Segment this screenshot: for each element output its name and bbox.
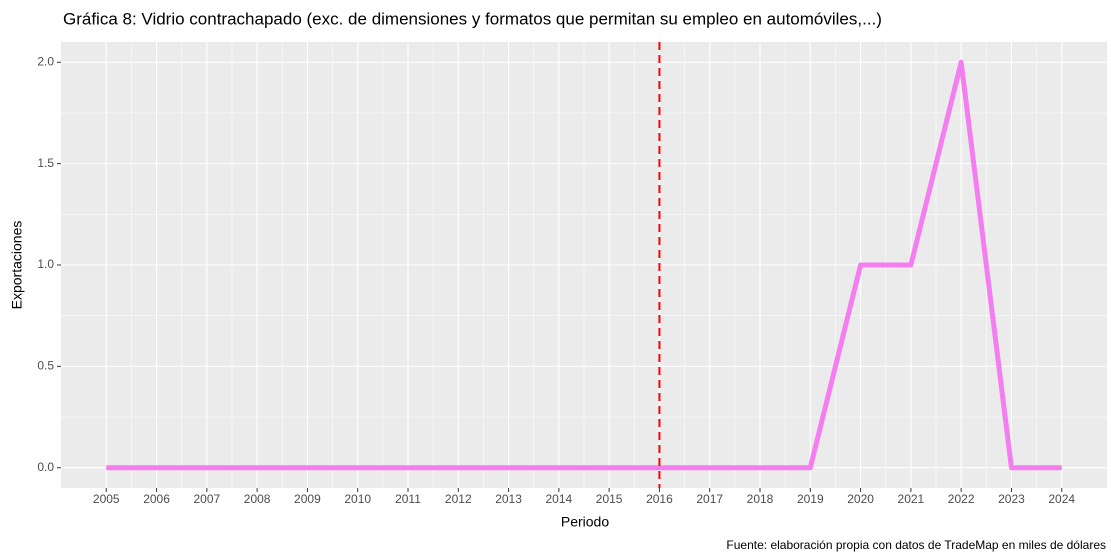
- y-tick-label: 0.0: [37, 460, 54, 474]
- x-tick-label: 2008: [244, 492, 271, 506]
- x-tick-label: 2023: [998, 492, 1025, 506]
- y-axis-label: Exportaciones: [9, 221, 25, 310]
- y-tick-label: 1.5: [37, 156, 54, 170]
- x-tick-label: 2015: [596, 492, 623, 506]
- x-tick-label: 2007: [193, 492, 220, 506]
- x-tick-label: 2014: [546, 492, 573, 506]
- x-tick-label: 2024: [1048, 492, 1075, 506]
- x-tick-label: 2016: [646, 492, 673, 506]
- line: [106, 59, 1062, 471]
- y-tick-label: 2.0: [37, 54, 54, 68]
- x-tick-label: 2006: [143, 492, 170, 506]
- y-tick-label: 1.0: [37, 257, 54, 271]
- x-tick-label: 2005: [93, 492, 120, 506]
- x-tick-label: 2020: [847, 492, 874, 506]
- x-tick-label: 2017: [696, 492, 723, 506]
- x-tick-label: 2013: [495, 492, 522, 506]
- x-tick-label: 2022: [948, 492, 975, 506]
- x-tick-label: 2021: [898, 492, 925, 506]
- x-tick-label: 2012: [445, 492, 472, 506]
- x-axis-label: Periodo: [561, 514, 609, 530]
- x-tick-label: 2009: [294, 492, 321, 506]
- x-tick-label: 2018: [747, 492, 774, 506]
- x-tick-label: 2011: [395, 492, 421, 506]
- y-tick-label: 0.5: [37, 359, 54, 373]
- x-tick-label: 2019: [797, 492, 824, 506]
- x-tick-label: 2010: [344, 492, 371, 506]
- chart-title: Gráfica 8: Vidrio contrachapado (exc. de…: [63, 9, 882, 28]
- caption: Fuente: elaboración propia con datos de …: [726, 538, 1106, 552]
